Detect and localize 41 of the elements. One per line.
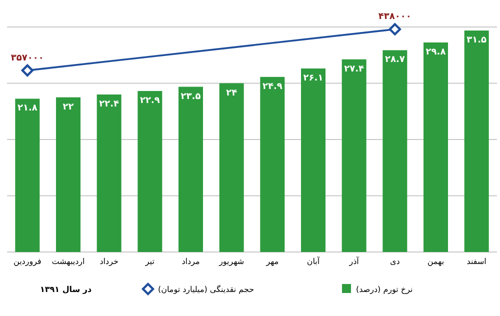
data-label: ۳۵۷۰۰۰ xyxy=(10,53,44,64)
bar xyxy=(178,86,203,252)
bar xyxy=(219,83,244,252)
data-label: ۴۳۸۰۰۰ xyxy=(378,12,412,22)
data-label: ۲۲.۹ xyxy=(140,96,160,106)
x-tick-label: اسفند xyxy=(466,257,486,266)
data-label: ۲۳.۵ xyxy=(180,92,202,102)
text: در سال ۱۳۹۱ xyxy=(40,285,92,294)
x-tick-label: فروردین xyxy=(13,257,42,266)
x-tick-label: اردیبهشت xyxy=(52,257,85,266)
data-label: ۲۶.۱ xyxy=(303,73,324,84)
data-label: ۲۴ xyxy=(226,88,238,98)
data-label: ۳۱.۵ xyxy=(466,36,488,46)
x-tick-label: تیر xyxy=(144,257,154,266)
data-label: ۲۲ xyxy=(62,102,74,112)
x-tick-label: دی xyxy=(390,257,400,266)
legend-label: نرخ تورم (درصد) xyxy=(356,285,413,294)
bar xyxy=(138,90,162,252)
x-tick-label: مهر xyxy=(265,257,279,266)
data-label: ۲۴.۹ xyxy=(262,82,283,92)
bar xyxy=(260,76,285,252)
bar xyxy=(424,42,448,252)
bar xyxy=(464,30,489,252)
bar xyxy=(15,98,40,252)
x-tick-label: شهریور xyxy=(218,257,244,266)
x-tick-label: آذر xyxy=(348,256,360,266)
bar xyxy=(382,50,408,252)
data-label: ۲۲.۴ xyxy=(99,100,120,110)
bar xyxy=(56,97,80,252)
data-label: ۲۱.۸ xyxy=(17,104,38,114)
x-tick-label: بهمن xyxy=(427,257,444,266)
x-tick-label: مرداد xyxy=(182,257,200,266)
x-tick-label: آبان xyxy=(306,256,320,266)
bar xyxy=(96,94,122,252)
data-label: ۲۹.۸ xyxy=(426,47,446,58)
data-label: ۲۸.۷ xyxy=(384,55,406,66)
bar xyxy=(301,68,326,252)
bar xyxy=(342,59,366,252)
data-label: ۲۷.۴ xyxy=(344,64,365,74)
x-tick-label: خرداد xyxy=(100,257,118,266)
legend-label: حجم نقدینگی (میلیارد تومان) xyxy=(158,284,254,294)
